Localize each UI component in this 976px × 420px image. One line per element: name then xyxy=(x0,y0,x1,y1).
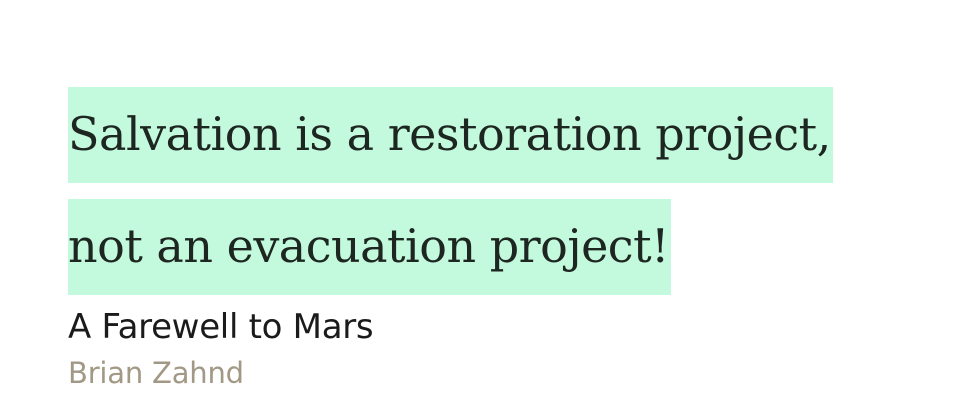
quote-card: Salvation is a restoration project, not … xyxy=(68,78,908,302)
source-author: Brian Zahnd xyxy=(68,356,244,390)
source-title: A Farewell to Mars xyxy=(68,307,374,347)
quote-line-1: Salvation is a restoration project, xyxy=(68,87,833,183)
quote-line-2: not an evacuation project! xyxy=(68,199,672,295)
quote-text: Salvation is a restoration project, not … xyxy=(68,78,908,302)
